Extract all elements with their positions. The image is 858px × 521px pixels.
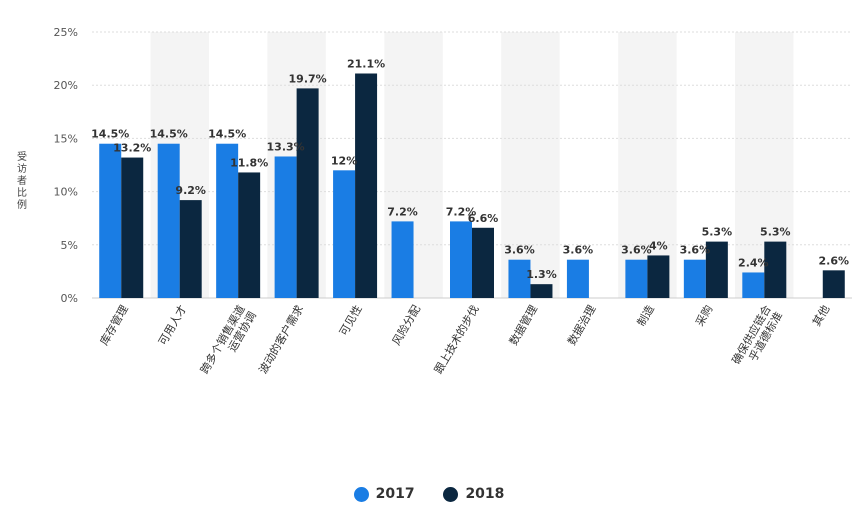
x-tick-label-7: 数据管理 (506, 303, 540, 348)
y-axis-label: 受访者比例 (17, 151, 27, 211)
band-9 (618, 32, 677, 298)
x-tick-label-1: 可用人才 (155, 303, 189, 348)
data-label-2017-9: 3.6% (621, 244, 652, 257)
bar-2017-0[interactable] (99, 143, 122, 298)
data-label-2017-10: 3.6% (680, 244, 711, 257)
bar-2017-7[interactable] (508, 259, 531, 298)
x-tick-label-8: 数据治理 (564, 303, 598, 348)
data-label-2018-10: 5.3% (702, 226, 733, 239)
bar-2017-5[interactable] (391, 221, 414, 298)
bar-2018-6[interactable] (472, 227, 494, 298)
band-7 (501, 32, 560, 298)
data-label-2018-12: 2.6% (819, 254, 850, 267)
bar-2018-3[interactable] (296, 88, 319, 298)
data-label-2017-3: 13.3% (267, 140, 305, 153)
x-tick-label-5: 风险分配 (389, 303, 423, 348)
x-tick-label-0: 库存管理 (97, 303, 131, 348)
x-tick-label-4: 可见性 (336, 303, 365, 339)
bar-2018-9[interactable] (647, 255, 670, 298)
legend: 2017 2018 (0, 486, 858, 506)
y-tick-label: 25% (54, 26, 78, 39)
bar-2017-3[interactable] (274, 156, 297, 298)
data-label-2017-1: 14.5% (150, 128, 188, 141)
y-tick-label: 10% (54, 186, 78, 199)
bar-chart: 0%5%10%15%20%25% 受访者比例 14.5%13.2%14.5%9.… (17, 26, 852, 383)
y-tick-label: 5% (61, 239, 78, 252)
data-label-2018-6: 6.6% (468, 212, 499, 225)
bar-2017-6[interactable] (450, 221, 472, 298)
x-tick-label-6: 跟上技术的步伐 (431, 303, 482, 377)
data-label-2017-7: 3.6% (504, 244, 535, 257)
legend-dot-2018 (443, 486, 459, 502)
bar-2017-11[interactable] (742, 272, 765, 298)
data-label-2018-2: 11.8% (230, 156, 268, 169)
legend-dot-2017 (353, 486, 369, 502)
legend-label-2018: 2018 (465, 486, 505, 502)
data-label-2017-4: 12% (331, 154, 357, 167)
data-label-2018-11: 5.3% (760, 226, 791, 239)
data-labels: 14.5%13.2%14.5%9.2%14.5%11.8%13.3%19.7%1… (91, 57, 849, 281)
data-label-2017-6: 7.2% (446, 205, 477, 218)
data-label-2018-4: 21.1% (347, 57, 385, 70)
alternating-bands (150, 32, 794, 298)
bar-2018-1[interactable] (179, 200, 202, 298)
data-label-2018-9: 4% (649, 239, 668, 252)
data-label-2017-0: 14.5% (91, 128, 129, 141)
bar-2018-4[interactable] (355, 73, 378, 298)
data-label-2018-3: 19.7% (289, 72, 327, 85)
bar-2018-10[interactable] (705, 241, 728, 298)
y-tick-label: 0% (61, 292, 78, 305)
data-label-2018-1: 9.2% (175, 184, 206, 197)
x-tick-label-2: 跨多个销售渠道运营协调 (197, 303, 259, 383)
data-label-2017-5: 7.2% (387, 205, 418, 218)
x-tick-label-12: 其他 (810, 303, 832, 329)
legend-label-2017: 2017 (375, 486, 415, 502)
bar-2018-7[interactable] (530, 284, 553, 298)
bar-2018-0[interactable] (121, 157, 144, 298)
legend-item-2018[interactable]: 2018 (443, 486, 504, 502)
y-tick-label: 15% (54, 132, 78, 145)
legend-item-2017[interactable]: 2017 (353, 486, 415, 502)
bar-2017-1[interactable] (157, 143, 180, 298)
data-label-2018-7: 1.3% (526, 268, 557, 281)
x-tick-label-11: 确保供应链合乎道德标准 (729, 303, 785, 374)
bar-2017-10[interactable] (683, 259, 706, 298)
bar-2018-12[interactable] (822, 270, 845, 298)
bar-2017-4[interactable] (333, 170, 356, 298)
bars (99, 73, 845, 298)
data-label-2017-2: 14.5% (208, 128, 246, 141)
bar-2017-9[interactable] (625, 259, 648, 298)
x-tick-label-10: 采购 (692, 303, 715, 329)
bar-2018-2[interactable] (238, 172, 261, 298)
x-tick-label-3: 波动的客户需求 (256, 303, 307, 377)
data-label-2017-11: 2.4% (738, 256, 769, 269)
bar-2017-2[interactable] (216, 143, 239, 298)
y-axis-ticks: 0% 5% 10% 15% 20% 25% (54, 26, 78, 305)
data-label-2018-0: 13.2% (113, 142, 151, 155)
data-label-2017-8: 3.6% (563, 244, 594, 257)
bar-2017-8[interactable] (566, 259, 589, 298)
bar-2018-11[interactable] (764, 241, 787, 298)
y-tick-label: 20% (54, 79, 78, 92)
x-tick-label-9: 制造 (634, 303, 657, 329)
